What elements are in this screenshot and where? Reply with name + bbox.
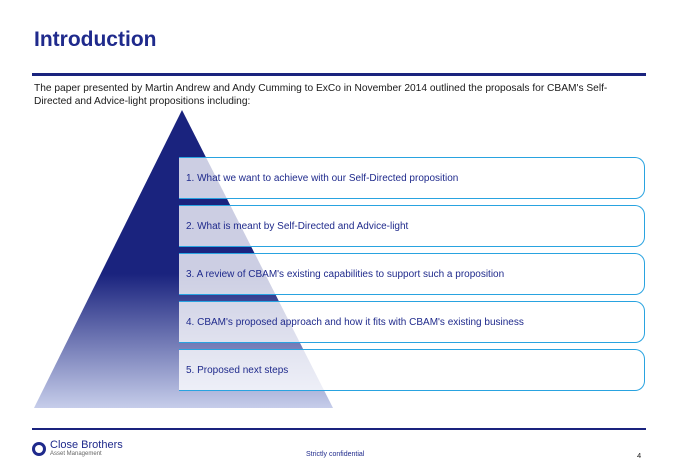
logo-name: Close Brothers	[50, 439, 123, 451]
intro-paragraph: The paper presented by Martin Andrew and…	[34, 83, 608, 107]
confidential-label: Strictly confidential	[306, 451, 365, 458]
page-number: 4	[637, 451, 642, 460]
step-4: 4. CBAM's proposed approach and how it f…	[179, 301, 645, 343]
step-5: 5. Proposed next steps	[179, 349, 645, 391]
step-1: 1. What we want to achieve with our Self…	[179, 157, 645, 199]
logo-subtitle: Asset Management	[50, 451, 102, 457]
step-2: 2. What is meant by Self-Directed and Ad…	[179, 205, 645, 247]
logo-circle-icon	[32, 442, 46, 456]
footer-divider	[32, 428, 646, 430]
company-logo: Close Brothers Asset Management	[32, 440, 123, 458]
step-3: 3. A review of CBAM's existing capabilit…	[179, 253, 645, 295]
page-title: Introduction	[34, 28, 157, 51]
header-divider	[32, 73, 646, 76]
